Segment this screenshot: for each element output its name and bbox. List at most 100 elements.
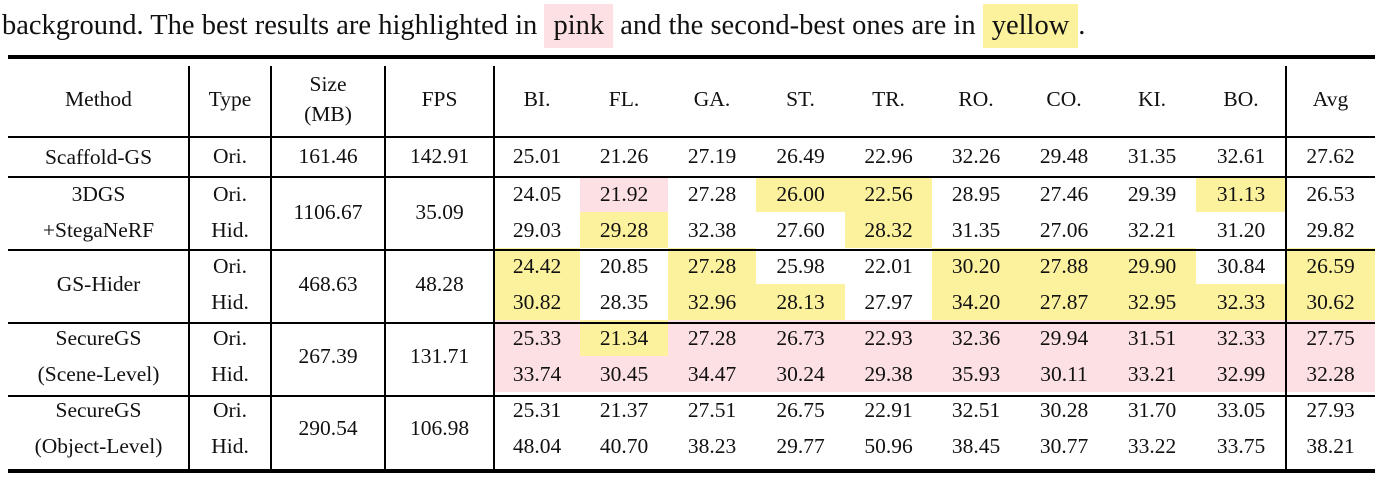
cell-psnr-bi: 25.01 — [512, 144, 562, 168]
cell-fps: 131.71 — [409, 343, 470, 368]
cell-psnr-ga: 27.19 — [687, 144, 737, 168]
cell-type: Ori. — [212, 325, 248, 350]
cell-psnr-ga: 34.47 — [668, 356, 756, 392]
cell-psnr-st: 27.60 — [776, 217, 825, 242]
cell-type: Hid. — [211, 289, 249, 314]
header-avg: Avg — [1312, 87, 1349, 111]
cell-psnr-ga: 32.38 — [687, 217, 737, 242]
header-scene-fl: FL. — [608, 87, 640, 111]
cell-type: Ori. — [212, 397, 248, 422]
cell-psnr-ga: 27.28 — [687, 181, 737, 206]
cell-avg: 32.28 — [1286, 356, 1375, 392]
cell-psnr-bi: 48.04 — [512, 433, 562, 458]
header-separator — [8, 136, 1375, 138]
cell-avg: 38.21 — [1306, 433, 1355, 458]
header-row: Method Type Size (MB) FPS BI. FL. GA. ST.… — [8, 61, 1375, 137]
cell-fps: 142.91 — [409, 144, 470, 168]
header-size: Size (MB) — [304, 72, 352, 126]
results-table: Method Type Size (MB) FPS BI. FL. GA. ST.… — [8, 61, 1375, 464]
cell-psnr-ki: 29.39 — [1127, 181, 1177, 206]
cell-psnr-tr: 29.38 — [845, 356, 932, 392]
cell-psnr-ki: 31.51 — [1108, 320, 1196, 356]
cell-psnr-fl: 30.45 — [580, 356, 668, 392]
table-row: SecureGS (Object-Level) Ori. 290.54 106.98 25… — [8, 392, 1375, 459]
cell-psnr-ki: 33.21 — [1108, 356, 1196, 392]
table-row: Hid. 33.74 30.45 34.47 30.24 29.38 35.93 30.11 3… — [8, 356, 1375, 392]
cell-type: Hid. — [211, 361, 249, 386]
top-rule — [8, 55, 1375, 59]
cell-psnr-ro: 30.20 — [932, 248, 1020, 284]
group-separator — [8, 249, 1375, 251]
cell-psnr-ro: 35.93 — [932, 356, 1020, 392]
cell-psnr-ro: 32.26 — [951, 144, 1001, 168]
cell-psnr-ga: 32.96 — [668, 284, 756, 320]
cell-psnr-fl: 40.70 — [599, 433, 649, 458]
column-divider — [270, 66, 272, 469]
header-scene-co: CO. — [1046, 87, 1082, 111]
header-method: Method — [65, 87, 132, 111]
cell-psnr-fl: 20.85 — [599, 253, 649, 278]
cell-type: Hid. — [211, 217, 249, 242]
cell-psnr-co: 29.94 — [1020, 320, 1108, 356]
cell-psnr-fl: 21.26 — [599, 144, 649, 168]
cell-avg: 27.75 — [1286, 320, 1375, 356]
cell-method: GS-Hider — [56, 272, 141, 296]
cell-method: Scaffold-GS — [44, 144, 153, 169]
cell-psnr-st: 26.75 — [776, 397, 825, 422]
cell-psnr-ro: 34.20 — [932, 284, 1020, 320]
cell-psnr-co: 27.87 — [1020, 284, 1108, 320]
table-caption: background. The best results are highlig… — [2, 4, 1085, 48]
table-body: Scaffold-GS Ori. 161.46 142.91 25.01 21.26 27.… — [8, 137, 1375, 464]
cell-psnr-ga: 27.28 — [668, 320, 756, 356]
cell-psnr-ki: 32.21 — [1127, 217, 1177, 242]
cell-psnr-bo: 32.33 — [1196, 284, 1286, 320]
header-scene-ga: GA. — [693, 87, 731, 111]
cell-psnr-fl: 28.35 — [599, 289, 649, 314]
cell-psnr-bi: 33.74 — [494, 356, 580, 392]
caption-yellow-label: yellow — [982, 4, 1079, 48]
cell-avg: 30.62 — [1286, 284, 1375, 320]
cell-avg: 26.53 — [1306, 181, 1355, 206]
cell-psnr-st: 26.49 — [776, 144, 825, 168]
caption-text-before: background. The best results are highlig… — [2, 10, 538, 41]
group-separator — [8, 322, 1375, 324]
table-row: Hid. 29.03 29.28 32.38 27.60 28.32 31.35 27.06 3… — [8, 212, 1375, 248]
header-scene-bi: BI. — [523, 87, 551, 111]
cell-psnr-co: 27.06 — [1039, 217, 1089, 242]
cell-type: Ori. — [212, 144, 248, 168]
header-scene-bo: BO. — [1223, 87, 1259, 111]
cell-psnr-st: 25.98 — [776, 253, 825, 278]
cell-psnr-ro: 38.45 — [951, 433, 1001, 458]
cell-psnr-ro: 28.95 — [951, 181, 1001, 206]
cell-psnr-co: 30.11 — [1020, 356, 1108, 392]
cell-size: 161.46 — [298, 144, 358, 168]
cell-psnr-st: 26.00 — [756, 176, 845, 212]
cell-psnr-ki: 29.90 — [1108, 248, 1196, 284]
cell-avg: 27.62 — [1306, 144, 1355, 168]
cell-avg: 29.82 — [1306, 217, 1355, 242]
cell-psnr-bi: 24.05 — [512, 181, 562, 206]
caption-text-middle: and the second-best ones are in — [620, 10, 976, 41]
cell-psnr-st: 29.77 — [776, 433, 825, 458]
cell-psnr-ro: 32.51 — [951, 397, 1001, 422]
cell-fps: 106.98 — [409, 415, 470, 440]
cell-psnr-ki: 32.95 — [1108, 284, 1196, 320]
cell-psnr-ki: 31.35 — [1127, 144, 1177, 168]
cell-size: 468.63 — [298, 271, 358, 296]
cell-psnr-tr: 28.32 — [845, 212, 932, 248]
cell-psnr-bi: 25.31 — [512, 397, 562, 422]
cell-psnr-bo: 32.61 — [1216, 144, 1266, 168]
table-row: Hid. 30.82 28.35 32.96 28.13 27.97 34.20 27.87 3… — [8, 284, 1375, 320]
cell-psnr-ki: 33.22 — [1127, 433, 1177, 458]
cell-psnr-bo: 31.13 — [1196, 176, 1286, 212]
cell-psnr-bi: 24.42 — [494, 248, 580, 284]
cell-psnr-fl: 21.37 — [599, 397, 649, 422]
cell-psnr-ro: 31.35 — [951, 217, 1001, 242]
cell-psnr-fl: 29.28 — [580, 212, 668, 248]
cell-psnr-bo: 33.75 — [1216, 433, 1266, 458]
cell-psnr-ga: 38.23 — [687, 433, 737, 458]
cell-psnr-bi: 29.03 — [512, 217, 562, 242]
cell-psnr-bo: 31.20 — [1216, 217, 1266, 242]
cell-psnr-co: 27.88 — [1020, 248, 1108, 284]
column-divider — [1285, 66, 1287, 469]
